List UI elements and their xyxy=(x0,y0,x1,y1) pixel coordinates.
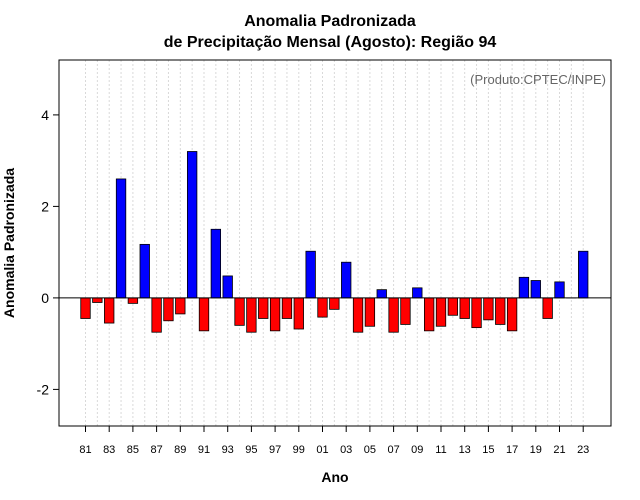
bar-1988 xyxy=(163,297,174,322)
bar-1984 xyxy=(115,178,127,299)
bar-2007 xyxy=(388,297,399,333)
bar-2018 xyxy=(518,276,530,299)
bar-2016 xyxy=(495,297,506,325)
bar-2023 xyxy=(578,250,589,299)
bar-2020 xyxy=(542,297,553,319)
y-tick-label: 0 xyxy=(41,290,49,306)
bar-1986 xyxy=(139,243,150,299)
y-tick-label: -2 xyxy=(37,381,50,397)
bar-1989 xyxy=(175,297,186,315)
x-tick-label: 05 xyxy=(364,444,376,456)
x-tick-label: 89 xyxy=(174,444,186,456)
x-tick-label: 09 xyxy=(411,444,423,456)
x-tick-label: 17 xyxy=(506,444,518,456)
bar-1987 xyxy=(151,297,162,333)
bar-1997 xyxy=(269,297,281,332)
y-axis: -2 0 2 4 xyxy=(37,107,59,397)
y-tick-label: 2 xyxy=(41,198,49,214)
x-axis: 81 83 85 87 89 91 93 95 97 99 01 03 05 07 09 11 13 15 17 19… xyxy=(79,426,589,456)
bar-2021 xyxy=(554,281,565,299)
bar-2019 xyxy=(530,280,541,299)
bar-2013 xyxy=(459,297,470,319)
bar-2009 xyxy=(412,287,423,299)
x-tick-label: 19 xyxy=(530,444,542,456)
x-tick-label: 81 xyxy=(79,444,91,456)
bar-2004 xyxy=(352,297,364,333)
bar-2012 xyxy=(447,297,459,316)
x-tick-label: 87 xyxy=(150,444,162,456)
x-tick-label: 15 xyxy=(482,444,494,456)
x-tick-label: 83 xyxy=(103,444,115,456)
bar-2014 xyxy=(471,297,482,329)
credit-text: (Produto:CPTEC/INPE) xyxy=(470,72,606,87)
bar-2006 xyxy=(376,289,387,299)
y-tick-label: 4 xyxy=(41,107,49,123)
plot-frame xyxy=(58,59,612,427)
x-tick-label: 21 xyxy=(553,444,565,456)
x-tick-label: 03 xyxy=(340,444,352,456)
bar-1983 xyxy=(104,297,115,324)
bar-1995 xyxy=(246,297,257,333)
x-axis-title: Ano xyxy=(321,469,348,485)
bar-1992 xyxy=(210,228,222,299)
bar-1994 xyxy=(234,297,245,326)
bar-1985 xyxy=(127,297,139,304)
bar-1990 xyxy=(186,151,198,299)
x-tick-label: 11 xyxy=(435,444,446,456)
bar-2017 xyxy=(506,297,518,332)
x-tick-label: 99 xyxy=(293,444,305,456)
x-tick-label: 07 xyxy=(387,444,399,456)
y-axis-title: Anomalia Padronizada xyxy=(1,168,17,318)
bar-1998 xyxy=(281,297,293,319)
bar-1999 xyxy=(293,297,304,330)
x-tick-label: 85 xyxy=(127,444,139,456)
bar-1996 xyxy=(258,297,269,319)
bar-1981 xyxy=(80,297,91,319)
grid xyxy=(85,60,584,426)
bar-2011 xyxy=(435,297,447,327)
bar-1982 xyxy=(92,297,103,303)
bar-2000 xyxy=(305,250,316,299)
bar-2008 xyxy=(400,297,411,325)
bars xyxy=(80,151,589,333)
chart-title-line2: de Precipitação Mensal (Agosto): Região … xyxy=(164,34,497,51)
x-tick-label: 23 xyxy=(577,444,589,456)
chart-title-line1: Anomalia Padronizada xyxy=(244,13,416,30)
bar-1993 xyxy=(222,275,233,299)
x-tick-label: 93 xyxy=(222,444,234,456)
bar-2001 xyxy=(317,297,328,318)
bar-2005 xyxy=(364,297,376,327)
x-tick-label: 13 xyxy=(459,444,471,456)
x-tick-label: 01 xyxy=(316,444,328,456)
x-tick-label: 97 xyxy=(269,444,281,456)
bar-1991 xyxy=(198,297,210,332)
bar-2010 xyxy=(423,297,435,332)
x-tick-label: 91 xyxy=(198,444,210,456)
x-tick-label: 95 xyxy=(245,444,257,456)
bar-2015 xyxy=(483,297,494,321)
bar-2003 xyxy=(341,261,352,299)
bar-2002 xyxy=(329,297,340,310)
